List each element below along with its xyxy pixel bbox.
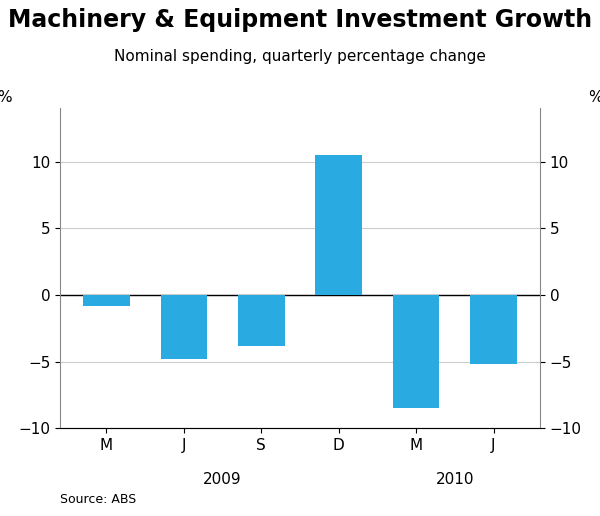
Text: Nominal spending, quarterly percentage change: Nominal spending, quarterly percentage c…: [114, 49, 486, 64]
Text: 2010: 2010: [436, 472, 474, 487]
Bar: [161, 295, 207, 359]
Bar: [316, 155, 362, 295]
Bar: [470, 295, 517, 364]
Bar: [393, 295, 439, 408]
Bar: [238, 295, 284, 346]
Text: %: %: [588, 90, 600, 105]
Text: Machinery & Equipment Investment Growth: Machinery & Equipment Investment Growth: [8, 8, 592, 32]
Text: Source: ABS: Source: ABS: [60, 493, 136, 506]
Text: %: %: [0, 90, 12, 105]
Bar: [83, 295, 130, 305]
Text: 2009: 2009: [203, 472, 242, 487]
